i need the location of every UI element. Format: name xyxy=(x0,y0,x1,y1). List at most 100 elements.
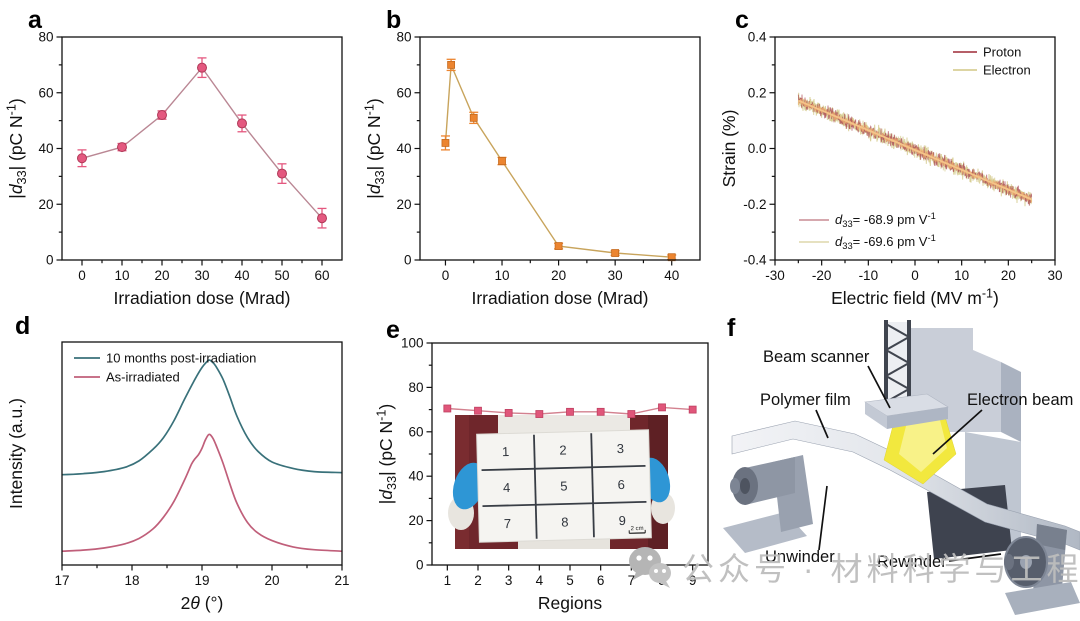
series xyxy=(77,57,327,229)
y-tick-label: 20 xyxy=(408,513,423,528)
data-point xyxy=(447,60,456,69)
region-number: 9 xyxy=(618,513,626,528)
x-tick-label: 5 xyxy=(566,573,574,588)
x-tick-label: 17 xyxy=(54,573,69,588)
leader-line xyxy=(818,485,828,551)
unwinder-label: Unwinder xyxy=(765,548,835,566)
beam-scanner-label: Beam scanner xyxy=(763,348,870,366)
leader-line xyxy=(867,365,891,409)
panel-a-chart: 0 10 20 30 40 50 60 0 20 40 60 80 Irradiation dose (… xyxy=(4,30,343,308)
data-point xyxy=(566,407,574,416)
panel-a: a 0 10 20 30 40 50 60 0 20 40 60 80 Irradiation dose… xyxy=(0,0,360,310)
series xyxy=(61,359,343,553)
data-point xyxy=(77,153,87,164)
region-number: 5 xyxy=(560,478,568,493)
x-tick-label: -20 xyxy=(812,268,832,283)
x-tick-label: -30 xyxy=(765,268,785,283)
data-point xyxy=(554,242,563,250)
electron-beam-glow xyxy=(883,409,957,485)
axis-label: Regions xyxy=(538,593,602,613)
roll-to-roll-diagram: Beam scanner Polymer film Electron beam … xyxy=(723,320,1080,615)
axis-label: d33= -68.9 pm V-1 xyxy=(835,210,936,229)
data-point xyxy=(504,409,513,417)
grid-line xyxy=(590,433,595,538)
watermark-text: 公众号 · 材料科学与工程 xyxy=(682,551,1080,587)
y-tick-label: 60 xyxy=(408,424,423,439)
axis-label: |d33| (pC N-1) xyxy=(4,98,29,198)
region-number: 4 xyxy=(503,480,511,495)
y-tick-label: 0 xyxy=(416,558,424,573)
panel-b-chart: 0 10 20 30 40 0 20 40 60 80 Irradiation dose (Mrad… xyxy=(362,30,701,308)
axis-label: d33= -69.6 pm V-1 xyxy=(835,232,936,251)
y-tick-label: 40 xyxy=(396,141,411,156)
y-tick-label: 0.0 xyxy=(748,141,767,156)
leader-line xyxy=(948,553,1002,562)
region-number: 2 xyxy=(559,442,567,457)
x-tick-label: 20 xyxy=(264,573,279,588)
data-point xyxy=(667,253,676,262)
x-tick-label: 21 xyxy=(334,573,349,588)
legend-label: 10 months post-irradiation xyxy=(106,351,256,366)
legend-label: As-irradiated xyxy=(106,370,180,385)
panel-d: d 17 18 19 20 21 2θ (°) Intensity (a.u.) 10 mon… xyxy=(0,310,360,621)
chart-a: 0 10 20 30 40 50 60 0 20 40 60 80 Irradiation dose (… xyxy=(4,30,343,308)
axis-label: 2θ (°) xyxy=(181,593,224,613)
data-point xyxy=(611,249,620,257)
series-line xyxy=(61,433,343,553)
data-point xyxy=(474,406,482,415)
region-number: 6 xyxy=(617,477,625,492)
data-point xyxy=(317,213,327,224)
panel-c: c -30 -20 -10 0 10 20 30 -0.4 -0.2 0.0 0.2 0.4 Elect… xyxy=(715,0,1080,310)
axis-label: |d33| (pC N-1) xyxy=(362,98,387,198)
plot-frame xyxy=(774,36,1056,261)
x-tick-label: 7 xyxy=(628,573,636,588)
panel-f-letter: f xyxy=(727,314,736,342)
x-tick-label: 4 xyxy=(536,573,544,588)
y-tick-label: 20 xyxy=(38,197,53,212)
x-tick-label: 2 xyxy=(474,573,482,588)
x-tick-label: 0 xyxy=(911,268,919,283)
axes xyxy=(61,565,343,571)
data-point xyxy=(535,410,544,418)
electron-beam-label: Electron beam xyxy=(967,391,1073,409)
axis-label: |d33| (pC N-1) xyxy=(374,404,399,504)
y-tick-label: 40 xyxy=(38,141,53,156)
data-point xyxy=(441,139,450,147)
y-tick-label: 60 xyxy=(38,85,53,100)
data-point xyxy=(688,405,697,414)
panel-d-chart: 17 18 19 20 21 2θ (°) Intensity (a.u.) 10 month… xyxy=(6,341,350,613)
chart-d: 17 18 19 20 21 2θ (°) Intensity (a.u.) 10 month… xyxy=(6,341,350,613)
watermark: 公众号 · 材料科学与工程 xyxy=(626,544,1080,590)
x-tick-label: 10 xyxy=(114,268,129,283)
scale-bar-label: 2 cm xyxy=(631,526,644,532)
noise-trace xyxy=(797,98,1033,203)
panel-c-letter: c xyxy=(735,6,749,34)
data-point xyxy=(658,403,666,412)
grid-line xyxy=(481,464,646,472)
chart-c: -30 -20 -10 0 10 20 30 -0.4 -0.2 0.0 0.2 0.4 Electri… xyxy=(719,30,1063,309)
inset-photo: 1 2 3 4 5 6 7 8 9 2 cm xyxy=(448,415,675,549)
leader-line xyxy=(815,409,829,439)
polymer-film-ribbon xyxy=(731,420,1080,551)
panel-e-chart: 1 2 3 4 5 6 7 8 9 2 cm 1 2 3 4 5 6 7 8 9 0 20 40 60 8… xyxy=(374,336,709,613)
data-point xyxy=(498,157,506,165)
panel-f: f xyxy=(715,310,1080,621)
fit-line xyxy=(797,99,1033,201)
x-tick-label: 20 xyxy=(1001,268,1016,283)
y-tick-label: 0 xyxy=(404,253,412,268)
region-number: 3 xyxy=(617,441,625,456)
panel-b-letter: b xyxy=(386,6,402,34)
x-tick-label: 30 xyxy=(1047,268,1062,283)
vacuum-block xyxy=(927,485,1012,559)
y-tick-label: 40 xyxy=(408,469,423,484)
x-tick-label: 0 xyxy=(78,268,86,283)
unwinder-assembly xyxy=(723,455,813,553)
x-tick-label: 9 xyxy=(689,573,697,588)
panel-e: e 1 2 xyxy=(360,310,715,621)
y-tick-label: 60 xyxy=(396,85,411,100)
series xyxy=(443,403,697,418)
grid-line xyxy=(482,500,647,508)
y-tick-label: 0 xyxy=(46,253,54,268)
plot-frame xyxy=(61,341,343,566)
